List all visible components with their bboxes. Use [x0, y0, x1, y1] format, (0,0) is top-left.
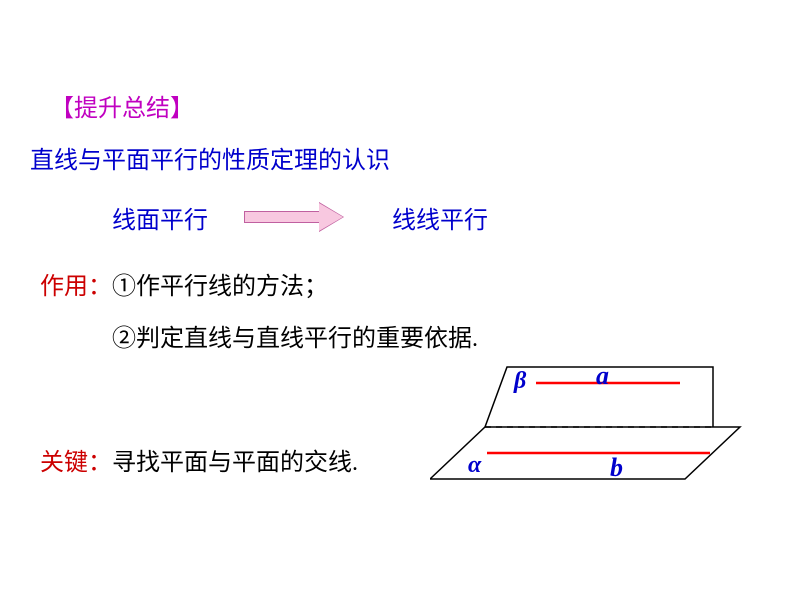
section-heading: 【提升总结】	[50, 88, 194, 123]
subtitle: 直线与平面平行的性质定理的认识	[30, 140, 390, 175]
key-label: 关键：	[40, 442, 112, 477]
concept-left: 线面平行	[112, 200, 208, 235]
label-beta: β	[514, 368, 526, 395]
label-b: b	[610, 453, 623, 483]
usage-item-2: ②判定直线与直线平行的重要依据.	[112, 318, 478, 353]
geometry-diagram: β a α b	[430, 355, 760, 515]
usage-label: 作用：	[40, 266, 112, 301]
key-text: 寻找平面与平面的交线.	[112, 442, 358, 477]
label-a: a	[596, 361, 609, 391]
arrow-icon	[244, 203, 344, 231]
concept-right: 线线平行	[392, 200, 488, 235]
usage-item-1: ①作平行线的方法；	[112, 266, 328, 301]
label-alpha: α	[468, 452, 481, 479]
